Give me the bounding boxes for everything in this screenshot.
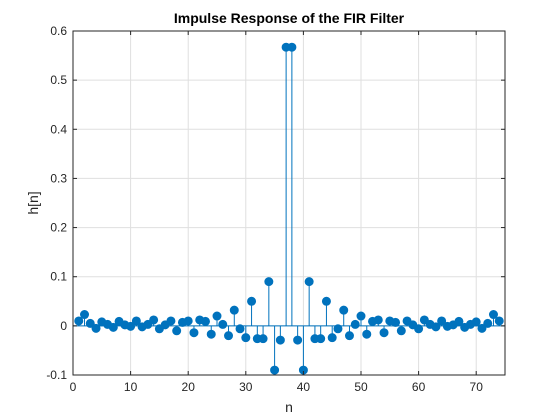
- stem-marker: [293, 335, 303, 345]
- chart-title: Impulse Response of the FIR Filter: [174, 10, 405, 26]
- x-tick-label: 60: [412, 380, 426, 394]
- y-tick-label: 0.5: [50, 73, 67, 87]
- stem-marker: [483, 318, 493, 328]
- stem-marker: [224, 331, 234, 341]
- stem-marker: [270, 365, 280, 375]
- stem-marker: [172, 326, 182, 336]
- y-tick-label: 0.1: [50, 270, 67, 284]
- stem-marker: [241, 333, 251, 343]
- stem-marker: [149, 315, 159, 325]
- stem-marker: [74, 316, 84, 326]
- stem-marker: [488, 310, 498, 320]
- stem-marker: [356, 311, 366, 321]
- stem-marker: [126, 321, 136, 331]
- stem-marker: [212, 311, 222, 321]
- stem-marker: [494, 316, 504, 326]
- stems: [73, 42, 505, 375]
- x-tick-label: 70: [470, 380, 484, 394]
- stem-marker: [471, 317, 481, 327]
- stem-marker: [350, 319, 360, 329]
- stem-marker: [477, 323, 487, 333]
- stem-marker: [396, 326, 406, 336]
- ticks: 0 10 20 30 40 50 60 70-0.100.10.20.30.40.50.6: [46, 24, 505, 394]
- stem-marker: [431, 322, 441, 332]
- stem-marker: [275, 335, 285, 345]
- stem-marker: [321, 296, 331, 306]
- stem-marker: [247, 296, 257, 306]
- stem-marker: [316, 334, 326, 344]
- y-tick-label: 0: [60, 319, 67, 333]
- stem-marker: [80, 310, 90, 320]
- x-tick-label: 20: [182, 380, 196, 394]
- stem-marker: [327, 333, 337, 343]
- y-tick-label: -0.1: [46, 368, 67, 382]
- stem-marker: [91, 323, 101, 333]
- stem-marker: [454, 316, 464, 326]
- y-tick-label: 0.4: [50, 122, 67, 136]
- stem-marker: [304, 277, 314, 287]
- stem-marker: [344, 331, 354, 341]
- stem-marker: [189, 328, 199, 338]
- y-tick-label: 0.3: [50, 171, 67, 185]
- stem-marker: [264, 277, 274, 287]
- stem-marker: [206, 329, 216, 339]
- stem-marker: [166, 316, 176, 326]
- stem-marker: [229, 305, 239, 315]
- x-tick-label: 0: [70, 380, 77, 394]
- stem-marker: [287, 42, 297, 52]
- x-tick-label: 10: [124, 380, 138, 394]
- x-axis-label: n: [285, 399, 293, 415]
- stem-marker: [85, 318, 95, 328]
- stem-marker: [379, 328, 389, 338]
- stem-marker: [339, 305, 349, 315]
- stem-marker: [391, 317, 401, 327]
- stem-marker: [235, 324, 245, 334]
- x-tick-label: 30: [239, 380, 253, 394]
- stem-marker: [183, 316, 193, 326]
- stem-marker: [258, 334, 268, 344]
- stem-marker: [131, 316, 141, 326]
- stem-marker: [218, 319, 228, 329]
- stem-marker: [333, 324, 343, 334]
- plot-area: [73, 31, 505, 375]
- x-tick-label: 50: [354, 380, 368, 394]
- y-tick-label: 0.6: [50, 24, 67, 38]
- stem-marker: [108, 322, 118, 332]
- stem-marker: [373, 315, 383, 325]
- stem-marker: [414, 324, 424, 334]
- x-tick-label: 40: [297, 380, 311, 394]
- plot-frame: [72, 30, 506, 376]
- y-axis-label: h[n]: [25, 191, 41, 214]
- stem-marker: [362, 329, 372, 339]
- stem-marker: [200, 316, 210, 326]
- stem-marker: [437, 316, 447, 326]
- axes: [72, 30, 506, 376]
- y-tick-label: 0.2: [50, 221, 67, 235]
